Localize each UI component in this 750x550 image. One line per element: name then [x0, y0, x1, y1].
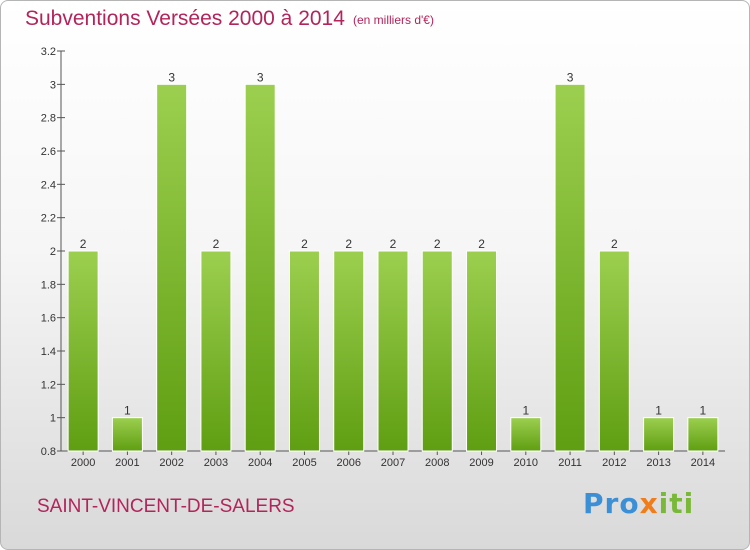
bar-value-label: 2 [478, 237, 485, 251]
y-tick-label: 1.6 [41, 313, 56, 325]
bar [200, 250, 232, 452]
bar [421, 250, 453, 452]
bar-value-label: 2 [611, 237, 618, 251]
y-tick-label: 1.8 [41, 279, 56, 291]
logo-part-1: Pro [583, 487, 640, 520]
x-tick-label: 2004 [248, 457, 272, 469]
commune-name: SAINT-VINCENT-DE-SALERS [37, 496, 295, 517]
bar-value-label: 2 [80, 237, 87, 251]
y-tick-label: 2.8 [41, 113, 56, 125]
y-tick-label: 1.2 [41, 379, 56, 391]
bar-value-label: 1 [700, 404, 707, 418]
bar [333, 250, 365, 452]
bar-value-label: 2 [434, 237, 441, 251]
y-tick-label: 3.2 [41, 46, 56, 58]
bar [377, 250, 409, 452]
x-tick-label: 2009 [469, 457, 493, 469]
y-tick-label: 2.4 [41, 179, 56, 191]
bar [687, 417, 719, 452]
bar [288, 250, 320, 452]
bar-value-label: 3 [168, 70, 175, 84]
bar-value-label: 3 [257, 70, 264, 84]
x-tick-label: 2010 [514, 457, 538, 469]
x-tick-label: 2014 [691, 457, 715, 469]
x-tick-label: 2008 [425, 457, 449, 469]
bar [643, 417, 675, 452]
bar-value-label: 2 [390, 237, 397, 251]
x-tick-label: 2013 [646, 457, 670, 469]
x-tick-label: 2007 [381, 457, 405, 469]
y-tick-label: 3 [50, 79, 56, 91]
bar-value-label: 1 [124, 404, 131, 418]
x-tick-label: 2005 [292, 457, 316, 469]
bar-value-label: 2 [345, 237, 352, 251]
bar [510, 417, 542, 452]
bar-value-label: 3 [567, 70, 574, 84]
logo-part-3: iti [658, 487, 695, 520]
x-tick-label: 2001 [115, 457, 139, 469]
x-tick-label: 2012 [602, 457, 626, 469]
bar [67, 250, 99, 452]
x-tick-label: 2002 [159, 457, 183, 469]
logo-part-2: x [639, 487, 659, 520]
bar-value-label: 1 [522, 404, 529, 418]
x-tick-label: 2011 [558, 457, 582, 469]
bar-value-label: 1 [655, 404, 662, 418]
bar [156, 83, 188, 452]
x-tick-label: 2000 [71, 457, 95, 469]
y-tick-label: 2.2 [41, 213, 56, 225]
chart-subtitle: (en milliers d'€) [353, 13, 434, 27]
bar [244, 83, 276, 452]
chart-title: Subventions Versées 2000 à 2014 [25, 7, 345, 30]
bar [598, 250, 630, 452]
x-tick-label: 2006 [336, 457, 360, 469]
x-tick-label: 2003 [204, 457, 228, 469]
bar [554, 83, 586, 452]
bar-value-label: 2 [301, 237, 308, 251]
bar [466, 250, 498, 452]
y-tick-label: 2.6 [41, 146, 56, 158]
y-tick-label: 1 [50, 413, 56, 425]
proxiti-logo: Proxiti [583, 487, 694, 520]
bar [111, 417, 143, 452]
y-tick-label: 2 [50, 246, 56, 258]
y-tick-label: 0.8 [41, 446, 56, 458]
y-tick-label: 1.4 [41, 346, 56, 358]
bar-value-label: 2 [213, 237, 220, 251]
